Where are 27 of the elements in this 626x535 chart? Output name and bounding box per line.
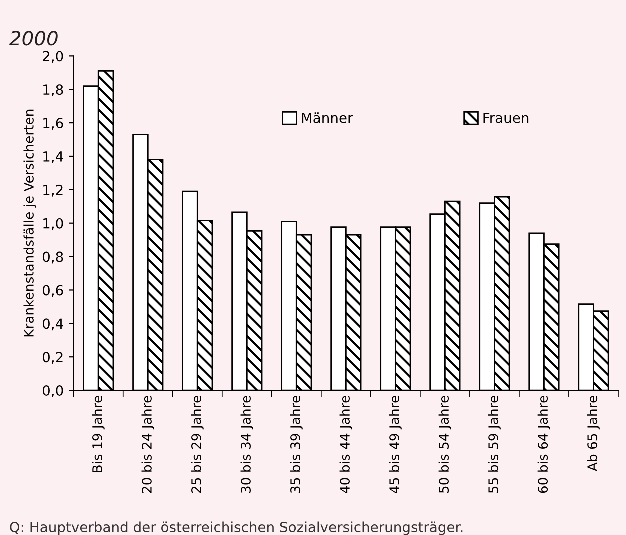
x-tick-label: 35 bis 39 Jahre [290, 396, 303, 494]
x-tick-label: 55 bis 59 Jahre [488, 396, 501, 494]
y-tick-label: 0,0 [42, 386, 64, 398]
y-tick-label: 2,0 [43, 51, 64, 64]
x-tick-label: 60 bis 64 Jahre [538, 396, 551, 494]
x-tick-label: 40 bis 44 Jahre [340, 396, 352, 494]
y-tick-label: 1,6 [44, 118, 64, 130]
y-axis-title: Krankenstandsfälle je Versicherten [24, 110, 37, 337]
chart-title: 2000 [9, 31, 58, 46]
text: Q: Hauptverband der österreichischen Sozialversicherungsträger. [10, 522, 463, 535]
y-tick-label: 0,8 [42, 252, 64, 264]
x-tick-label: 50 bis 54 Jahre [438, 396, 452, 494]
y-tick-label: 1,0 [44, 218, 64, 230]
y-tick-label: 0,4 [42, 318, 64, 331]
y-tick-label: 1,8 [44, 84, 64, 97]
x-tick-label: Ab 65 Jahre [587, 396, 600, 472]
x-tick-label: 30 bis 34 Jahre [240, 396, 254, 494]
x-tick-label: Bis 19 Jahre [92, 396, 105, 472]
y-tick-label: 1,4 [44, 152, 64, 164]
x-tick-label: 25 bis 29 Jahre [191, 396, 204, 494]
x-tick-label: 20 bis 24 Jahre [142, 396, 154, 494]
legend-label: Männer [302, 112, 354, 124]
y-tick-label: 0,6 [42, 285, 64, 298]
y-tick-label: 0,2 [42, 352, 63, 364]
y-tick-label: 1,2 [44, 184, 63, 197]
x-tick-label: 45 bis 49 Jahre [389, 396, 402, 494]
legend-label: Frauen [484, 112, 529, 124]
